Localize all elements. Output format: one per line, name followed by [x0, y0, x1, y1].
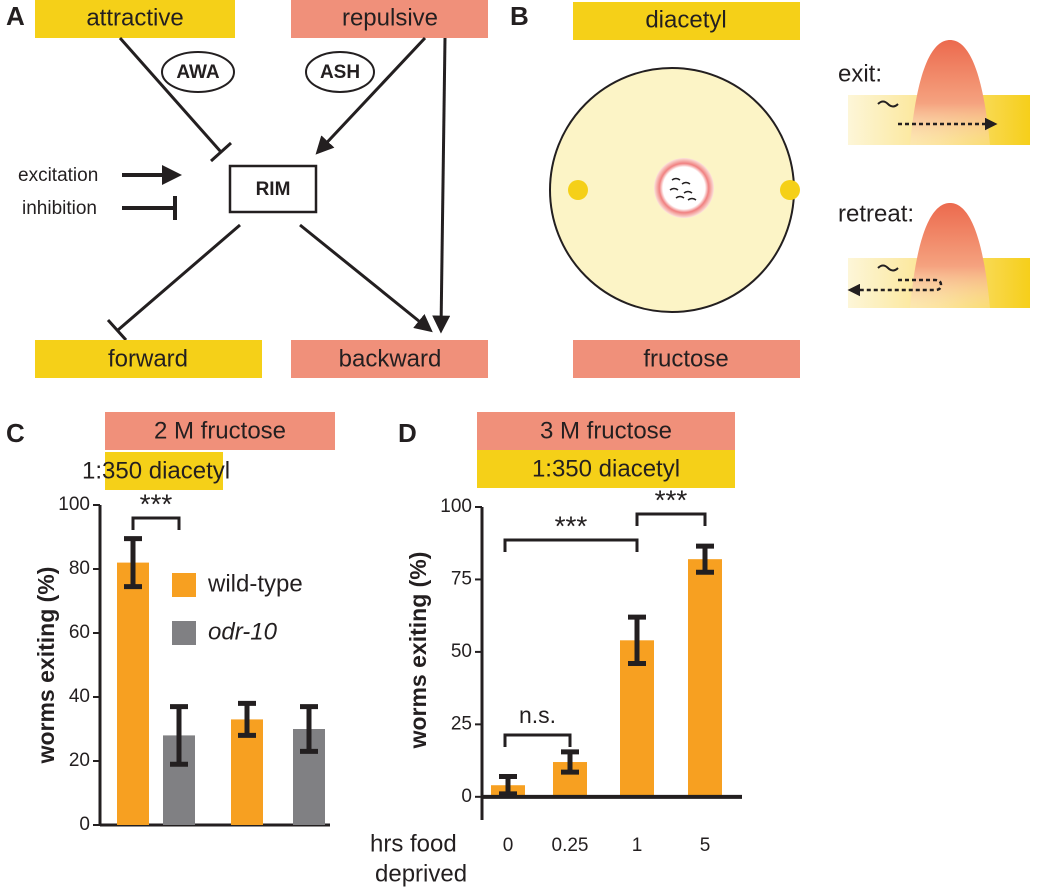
- panel-label: C: [6, 418, 25, 448]
- y-tick-label: 0: [79, 814, 90, 835]
- behavior-label: exit:: [838, 60, 882, 87]
- significance-label: ***: [140, 488, 173, 519]
- interneuron-box: [228, 164, 318, 214]
- output: backward: [339, 345, 442, 372]
- y-tick-label: 75: [451, 568, 472, 589]
- odor: diacetyl: [645, 6, 726, 33]
- significance-label: ***: [655, 484, 688, 515]
- worms: [669, 177, 697, 201]
- y-tick-label: 100: [58, 494, 90, 515]
- worm: [877, 264, 899, 272]
- legend-text: inhibition: [22, 198, 97, 219]
- interneuron: RIM: [256, 179, 291, 200]
- error-bar: [124, 536, 142, 590]
- significance-label: n.s.: [519, 702, 556, 728]
- bar: [688, 559, 722, 797]
- significance-bracket: [503, 733, 572, 747]
- panel-label: D: [398, 418, 417, 448]
- x-axis-label: deprived: [375, 860, 467, 887]
- sensor: [305, 51, 375, 93]
- bar: [117, 562, 149, 825]
- y-tick-label: 50: [451, 641, 472, 662]
- condition: 1:350 diacetyl: [532, 455, 680, 482]
- significance-bracket: [635, 512, 707, 526]
- chart-0: C 2 M fructose 1:350 diacetyl 0 20 40 60 80 100 w…: [6, 412, 335, 835]
- fructose-peak: [910, 40, 990, 145]
- condition-box: [477, 450, 735, 488]
- y-tick-label: 0: [461, 786, 472, 807]
- sensor-label: ASH: [320, 62, 360, 83]
- worm: [877, 100, 899, 108]
- error-bar: [628, 614, 646, 666]
- condition-box: [477, 412, 735, 450]
- connections: [106, 36, 451, 342]
- odor-spot: [780, 180, 800, 200]
- stimulus-box: [35, 0, 235, 38]
- error-bar: [300, 704, 318, 754]
- y-tick-label: 20: [69, 750, 90, 771]
- output-box: [291, 340, 488, 378]
- condition-box: [105, 452, 223, 490]
- odor-spot: [568, 180, 588, 200]
- panel-label: A: [6, 1, 25, 31]
- error-bar: [499, 774, 517, 797]
- y-tick-label: 40: [69, 686, 90, 707]
- stimulus-box: [291, 0, 488, 38]
- behavior-label: retreat:: [838, 200, 914, 227]
- panel-b: B diacetyl fructose exit: retreat:: [510, 1, 1030, 378]
- y-tick-label: 25: [451, 713, 472, 734]
- error-bar: [170, 704, 188, 767]
- odor-box: [573, 2, 800, 40]
- stimulus: attractive: [86, 4, 183, 31]
- condition: 3 M fructose: [540, 417, 672, 444]
- sensor: [161, 51, 235, 93]
- legend-label: wild-type: [207, 570, 303, 597]
- x-axis-label: hrs food: [370, 830, 457, 857]
- error-bar: [696, 543, 714, 575]
- condition: 2 M fructose: [154, 417, 286, 444]
- significance-bracket: [503, 538, 639, 552]
- significance-label: ***: [555, 510, 588, 541]
- output: forward: [108, 345, 188, 372]
- panel-label: B: [510, 1, 529, 31]
- odor: fructose: [643, 345, 728, 372]
- x-tick-label: 0: [503, 835, 514, 856]
- significance-bracket: [131, 516, 181, 530]
- condition: 1:350 diacetyl: [82, 457, 230, 484]
- legend-text: excitation: [18, 165, 98, 186]
- error-bar: [561, 749, 579, 775]
- panel-a: A attractive repulsive AWA ASH RIM excit…: [6, 0, 488, 378]
- legend-swatch: [172, 621, 196, 645]
- bar: [620, 640, 654, 797]
- fructose-ring: [654, 158, 714, 218]
- output-box: [35, 340, 262, 378]
- y-tick-label: 100: [440, 496, 472, 517]
- x-tick-label: 0.25: [552, 835, 589, 856]
- y-tick-label: 60: [69, 622, 90, 643]
- condition-box: [105, 412, 335, 450]
- odor-box: [573, 340, 800, 378]
- legend-label: odr-10: [208, 618, 278, 645]
- sensor-label: AWA: [176, 62, 220, 83]
- fructose-peak: [910, 203, 990, 308]
- error-bar: [238, 700, 256, 738]
- stimulus: repulsive: [342, 4, 438, 31]
- y-tick-label: 80: [69, 558, 90, 579]
- y-axis-label: worms exiting (%): [33, 567, 59, 765]
- x-tick-label: 1: [632, 835, 643, 856]
- x-tick-label: 5: [700, 835, 711, 856]
- legend-swatch: [172, 573, 196, 597]
- retreat-path: [847, 278, 943, 297]
- y-axis-label: worms exiting (%): [405, 552, 431, 750]
